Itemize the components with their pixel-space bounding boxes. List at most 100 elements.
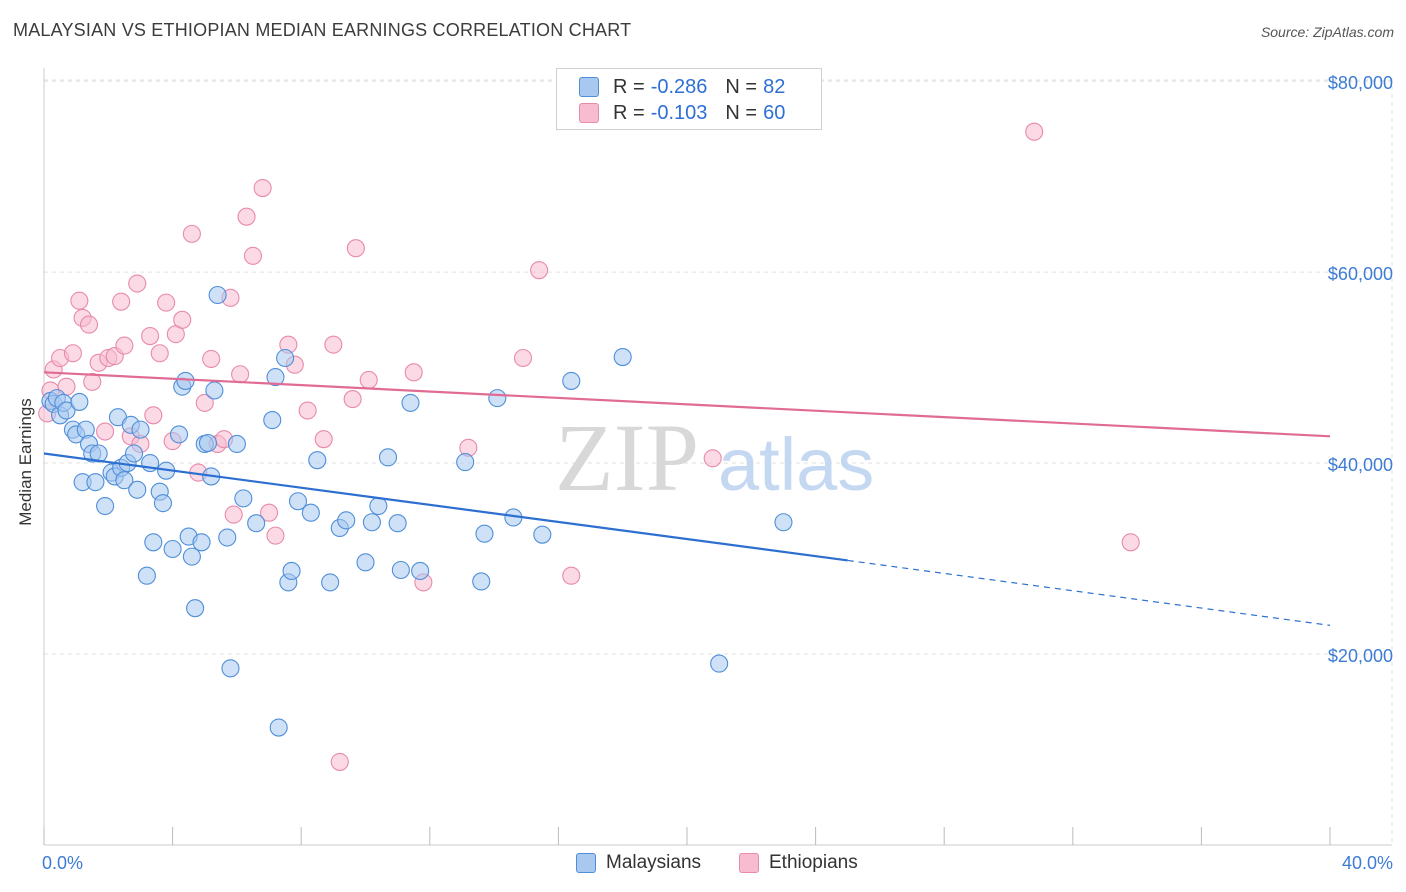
y-tick-label: $80,000	[1328, 73, 1393, 93]
y-tick-labels: $20,000 $40,000 $60,000 $80,000	[1328, 73, 1393, 666]
malaysian-point	[282, 561, 301, 581]
ethiopian-point	[141, 326, 160, 346]
malaysian-point	[288, 492, 308, 511]
source-credit: Source: ZipAtlas.com	[1260, 24, 1394, 40]
ethiopian-point	[330, 752, 349, 771]
ethiopian-point	[314, 430, 333, 449]
malaysian-point	[391, 560, 410, 580]
axes	[43, 68, 1392, 846]
x-tick-labels: 0.0% 40.0%	[42, 853, 1393, 873]
legend-r-value: -0.286	[650, 75, 708, 98]
malaysian-swatch	[576, 853, 596, 873]
malaysian-point	[124, 444, 144, 463]
malaysian-point	[144, 533, 163, 552]
ethiopian-point	[144, 406, 163, 425]
legend-item-ethiopians[interactable]: Ethiopians	[739, 852, 858, 874]
malaysian-point	[57, 401, 76, 420]
ethiopian-point	[150, 344, 169, 363]
malaysian-point	[176, 371, 195, 390]
ethiopian-point	[1121, 533, 1140, 552]
malaysian-point	[234, 489, 253, 508]
malaysian-point	[128, 480, 147, 499]
malaysian-point	[131, 420, 150, 439]
ethiopian-point	[253, 178, 272, 198]
malaysian-point	[198, 433, 218, 453]
legend-label-malaysians: Malaysians	[606, 852, 702, 873]
legend-item-malaysians[interactable]: Malaysians	[576, 852, 701, 874]
ethiopian-point	[530, 261, 549, 280]
ethiopian-point	[513, 348, 533, 368]
malaysian-point	[227, 434, 246, 454]
ethiopian-trend-line	[43, 371, 1331, 438]
ethiopian-point	[70, 291, 89, 310]
malaysian-swatch	[579, 77, 599, 97]
legend-n-label: N =	[725, 75, 758, 98]
y-tick-label: $20,000	[1328, 646, 1393, 666]
malaysian-point	[774, 513, 793, 532]
malaysian-point	[533, 525, 552, 544]
malaysian-point	[208, 285, 227, 305]
ethiopian-point	[562, 566, 581, 585]
malaysian-point	[401, 393, 420, 412]
malaysian-point	[337, 511, 356, 530]
ethiopian-point	[224, 505, 243, 524]
malaysian-point	[182, 547, 201, 566]
y-tick-label: $40,000	[1328, 455, 1393, 475]
malaysian-point	[115, 471, 134, 490]
malaysian-point	[369, 496, 388, 516]
malaysian-point	[247, 514, 266, 533]
x-tick-label: 40.0%	[1342, 853, 1393, 873]
ethiopian-swatch	[739, 853, 759, 873]
ethiopian-point	[182, 224, 201, 243]
malaysian-point	[308, 451, 327, 470]
chart-title: MALAYSIAN VS ETHIOPIAN MEDIAN EARNINGS C…	[13, 20, 632, 40]
correlation-legend: R = -0.286 N = 82 R = -0.103 N = 60	[556, 68, 822, 130]
malaysian-point	[613, 348, 632, 367]
malaysian-points	[41, 285, 793, 737]
malaysian-point	[472, 572, 491, 591]
malaysian-point	[301, 503, 320, 522]
ethiopian-point	[195, 393, 214, 412]
malaysian-point	[263, 411, 282, 430]
malaysian-point	[488, 389, 507, 408]
malaysian-point	[218, 528, 237, 547]
ethiopian-point	[243, 246, 263, 265]
legend-n-value: 82	[763, 75, 786, 98]
ethiopian-point	[115, 336, 134, 355]
malaysian-point	[269, 718, 288, 737]
ethiopian-point	[1025, 122, 1044, 141]
x-tick-label: 0.0%	[42, 853, 83, 873]
legend-r-value: -0.103	[650, 101, 708, 124]
ethiopian-point	[79, 315, 99, 334]
malaysian-point	[86, 473, 105, 492]
ethiopian-point	[96, 422, 115, 441]
malaysian-point	[205, 381, 224, 400]
malaysian-point	[169, 425, 189, 444]
ethiopian-point	[324, 335, 343, 354]
watermark: ZIP atlas	[555, 404, 874, 511]
malaysian-trend-extension	[847, 559, 1331, 626]
malaysian-point	[456, 453, 475, 472]
legend-label-ethiopians: Ethiopians	[769, 852, 858, 873]
watermark-atlas: atlas	[718, 423, 874, 506]
ethiopian-swatch	[579, 103, 599, 123]
malaysian-point	[356, 553, 375, 572]
ethiopian-point	[259, 503, 279, 522]
malaysian-point	[153, 494, 173, 513]
series-legend: Malaysians Ethiopians	[0, 852, 1406, 878]
y-axis-title: Median Earnings	[16, 398, 35, 526]
malaysian-point	[186, 599, 205, 618]
malaysian-point	[562, 371, 581, 390]
malaysian-point	[276, 348, 295, 368]
legend-r-label: R =	[613, 75, 645, 98]
ethiopian-point	[703, 449, 722, 468]
legend-n-value: 60	[763, 101, 786, 124]
ethiopian-point	[404, 363, 423, 382]
malaysian-trend-line	[43, 452, 848, 562]
malaysian-point	[411, 561, 430, 581]
ethiopian-point	[157, 293, 176, 312]
malaysian-point	[266, 368, 285, 387]
malaysian-point	[89, 444, 108, 463]
watermark-zip: ZIP	[555, 404, 699, 511]
